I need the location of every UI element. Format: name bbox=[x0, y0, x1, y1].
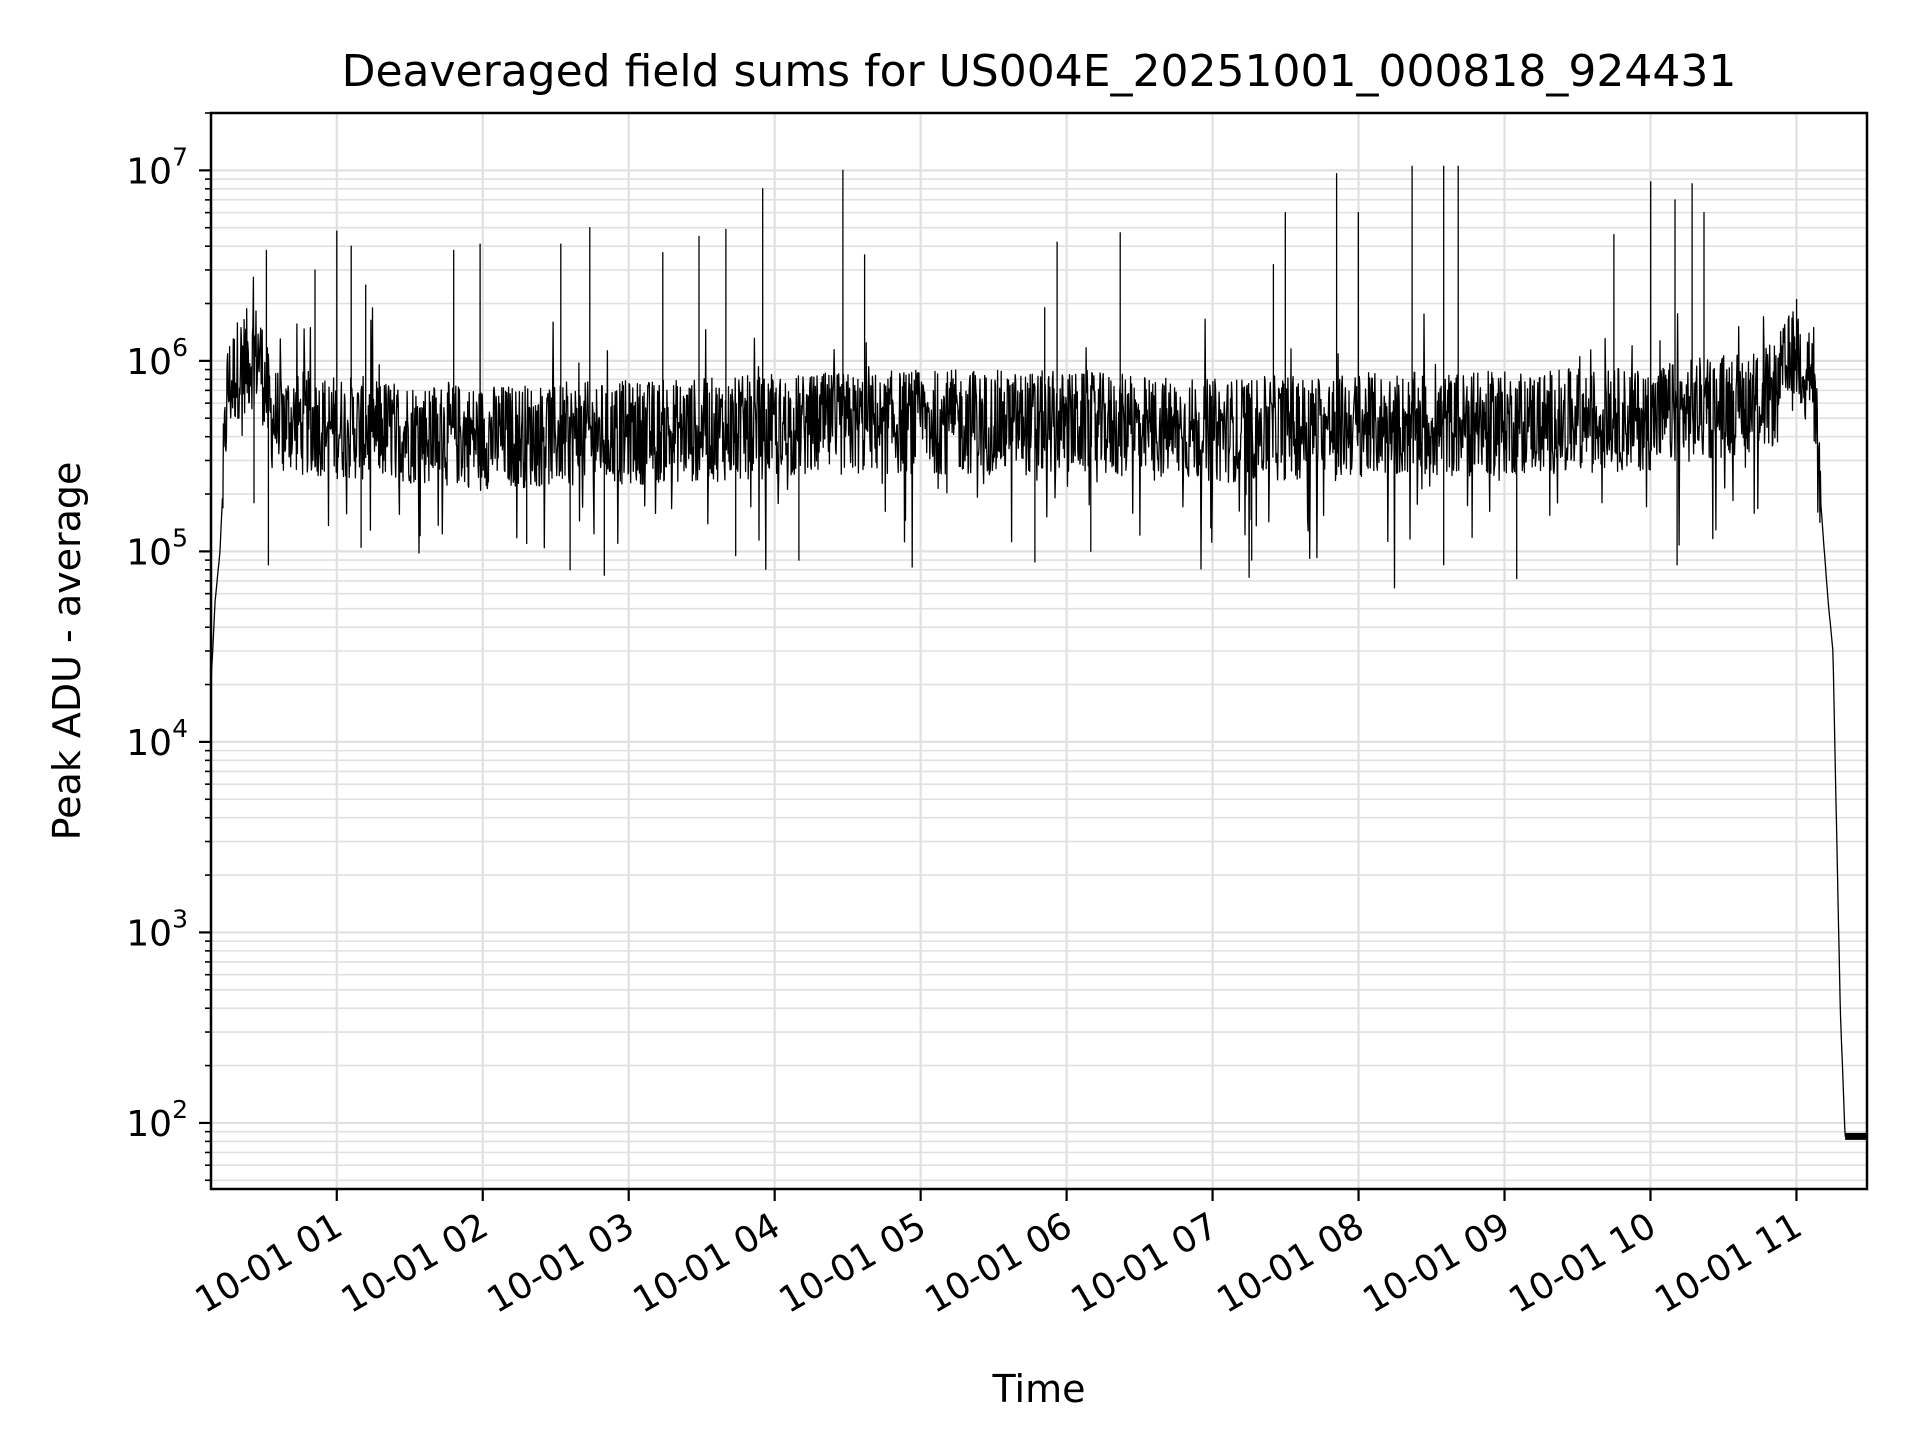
chart-title: Deaveraged field sums for US004E_2025100… bbox=[342, 46, 1737, 97]
y-tick-label: 105 bbox=[126, 523, 188, 573]
y-tick-exponent: 6 bbox=[172, 333, 188, 362]
y-tick-exponent: 2 bbox=[172, 1095, 188, 1124]
y-tick-label: 104 bbox=[126, 714, 188, 764]
data-layer bbox=[210, 165, 1868, 1140]
y-tick-exponent: 7 bbox=[172, 142, 188, 171]
y-tick-label: 106 bbox=[126, 333, 188, 383]
y-tick-exponent: 5 bbox=[172, 523, 188, 552]
series-line bbox=[210, 165, 1868, 1138]
y-axis-label: Peak ADU - average bbox=[45, 462, 89, 841]
y-tick-exponent: 4 bbox=[172, 714, 188, 743]
y-tick-exponent: 3 bbox=[172, 904, 188, 933]
grid-layer bbox=[211, 112, 1867, 1189]
y-tick-label: 107 bbox=[126, 142, 188, 192]
x-axis-label: Time bbox=[992, 1367, 1086, 1411]
